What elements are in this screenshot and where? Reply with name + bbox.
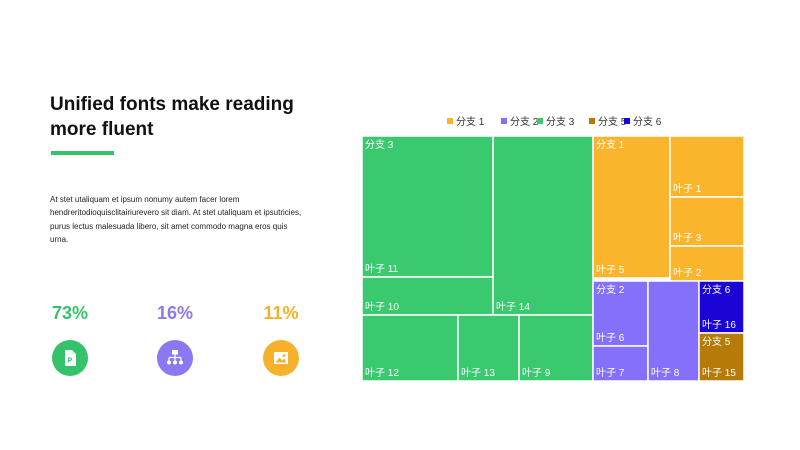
- tile-rect: [592, 135, 671, 279]
- tile-label: 叶子 12: [365, 367, 399, 379]
- treemap-tile-叶子-14: 叶子 14: [492, 135, 594, 316]
- stat-circle-1: P: [52, 340, 88, 376]
- branch-label-分支-5: 分支 5: [702, 336, 731, 348]
- legend-item-分支-5: 分支 5: [589, 116, 627, 128]
- legend-swatch: [447, 118, 453, 124]
- treemap-tile-叶子-2: 叶子 2: [669, 245, 745, 282]
- tile-label: 叶子 5: [596, 264, 625, 276]
- branch-label-分支-1: 分支 1: [596, 139, 625, 151]
- legend-swatch: [589, 118, 595, 124]
- legend-label: 分支 2: [510, 116, 539, 128]
- title-accent-bar: [51, 151, 114, 155]
- legend-item-分支-3: 分支 3: [537, 116, 575, 128]
- legend-swatch: [624, 118, 630, 124]
- branch-label-分支-6: 分支 6: [702, 284, 731, 296]
- stat-value-2: 16%: [156, 303, 194, 323]
- legend-item-分支-2: 分支 2: [501, 116, 539, 128]
- tile-label: 叶子 8: [651, 367, 680, 379]
- org-chart-icon: [167, 350, 183, 365]
- tile-label: 叶子 7: [596, 367, 625, 379]
- tile-rect: [592, 280, 649, 347]
- treemap-tile-叶子-8: 叶子 8: [647, 280, 700, 382]
- svg-text:P: P: [68, 358, 73, 365]
- legend-label: 分支 6: [633, 116, 662, 128]
- tile-label: 叶子 13: [461, 367, 495, 379]
- treemap-chart: 分支 1 分支 2 分支 3 分支 5 分支 6 叶子 11 叶子 14 叶子 10 叶子 12…: [361, 116, 745, 382]
- tile-rect: [669, 135, 745, 198]
- tile-label: 叶子 1: [673, 183, 702, 195]
- stat-circle-3: [263, 340, 299, 376]
- legend-label: 分支 3: [546, 116, 575, 128]
- image-icon: [274, 352, 288, 364]
- tile-label: 叶子 3: [673, 232, 702, 244]
- legend-item-分支-1: 分支 1: [447, 116, 485, 128]
- tile-label: 叶子 6: [596, 332, 625, 344]
- body-paragraph: At stet utaliquam et ipsum nonumy autem …: [50, 195, 302, 244]
- treemap-tile-叶子-6: 叶子 6: [592, 280, 649, 347]
- treemap-tile-叶子-9: 叶子 9: [518, 314, 594, 382]
- title-line-2: more fluent: [50, 119, 154, 140]
- stat-value-3: 11%: [263, 303, 299, 323]
- tile-rect: [361, 276, 494, 316]
- branch-label-分支-3: 分支 3: [365, 139, 394, 151]
- stat-value-1: 73%: [51, 303, 89, 323]
- tile-label: 叶子 10: [365, 301, 399, 313]
- treemap-tile-叶子-15: 叶子 15: [698, 332, 745, 382]
- legend-swatch: [501, 118, 507, 124]
- legend-label: 分支 1: [456, 116, 485, 128]
- tile-rect: [361, 314, 459, 382]
- document-icon: P: [65, 350, 76, 366]
- tile-label: 叶子 14: [496, 301, 530, 313]
- slide-title: Unified fonts make reading more fluent: [50, 92, 350, 142]
- treemap-tile-叶子-7: 叶子 7: [592, 345, 649, 382]
- tile-rect: [669, 245, 745, 282]
- tile-rect: [669, 196, 745, 247]
- treemap-tile-叶子-12: 叶子 12: [361, 314, 459, 382]
- tile-rect: [592, 345, 649, 382]
- treemap-tile-叶子-11: 叶子 11: [361, 135, 494, 278]
- treemap-tile-叶子-5: 叶子 5: [592, 135, 671, 279]
- branch-label-分支-2: 分支 2: [596, 284, 625, 296]
- tile-rect: [492, 135, 594, 316]
- treemap-tile-叶子-13: 叶子 13: [457, 314, 520, 382]
- treemap-tile-叶子-1: 叶子 1: [669, 135, 745, 198]
- tile-label: 叶子 11: [365, 263, 399, 275]
- tile-label: 叶子 9: [522, 367, 551, 379]
- tile-label: 叶子 2: [673, 267, 702, 279]
- tile-label: 叶子 15: [702, 367, 736, 379]
- legend-swatch: [537, 118, 543, 124]
- tile-label: 叶子 16: [702, 319, 736, 331]
- tile-rect: [698, 332, 745, 382]
- stat-circle-2: [157, 340, 193, 376]
- tile-rect: [647, 280, 700, 382]
- treemap-tile-叶子-3: 叶子 3: [669, 196, 745, 247]
- tile-rect: [361, 135, 494, 278]
- treemap-tile-叶子-10: 叶子 10: [361, 276, 494, 316]
- legend-label: 分支 5: [598, 116, 627, 128]
- treemap-tile-叶子-16: 叶子 16: [698, 280, 745, 334]
- title-line-1: Unified fonts make reading: [50, 94, 294, 115]
- legend-item-分支-6: 分支 6: [624, 116, 662, 128]
